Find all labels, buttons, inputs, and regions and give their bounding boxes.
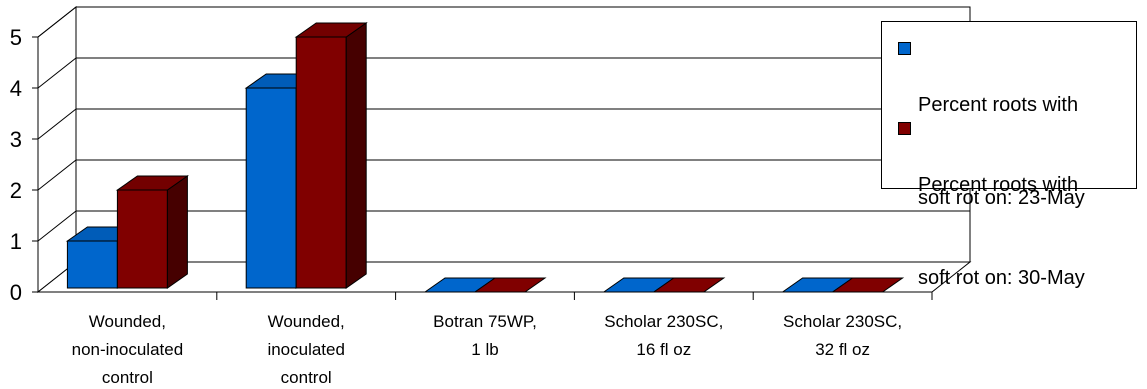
gridline (37, 108, 970, 140)
y-tick-label: 3 (10, 127, 22, 152)
bar-series-23-may-front (245, 87, 297, 289)
x-tick-label: Scholar 230SC, 16 fl oz (604, 312, 723, 359)
x-tick-label: Wounded, inoculated control (267, 312, 345, 387)
x-tick-label: Botran 75WP, 1 lb (433, 312, 537, 359)
legend-label-30-may-line1: Percent roots with (918, 174, 1079, 196)
bar-series-30-may-front (116, 189, 168, 289)
gridline (37, 159, 970, 191)
y-tick-label: 0 (10, 280, 22, 305)
x-tick-label: Scholar 230SC, 32 fl oz (783, 312, 902, 359)
bar-series-30-may-top (473, 277, 547, 293)
bar-series-30-may-side (166, 175, 188, 289)
bar-series-30-may-top (115, 175, 189, 191)
y-tick-label: 2 (10, 178, 22, 203)
bar-series-30-may-top (831, 277, 905, 293)
bar-series-30-may-side (345, 22, 367, 289)
bar-series-30-may-top (294, 22, 368, 38)
gridline (37, 6, 970, 38)
legend-label-30-may: Percent roots with soft rot on: 30-May (918, 108, 1085, 356)
legend-label-23-may: Percent roots with soft rot on: 23-May (918, 28, 1085, 276)
gridline (37, 210, 970, 242)
y-tick-label: 5 (10, 25, 22, 50)
legend-label-23-may-line2: soft rot on: 23-May (918, 187, 1085, 209)
bar-series-30-may-top (652, 277, 726, 293)
legend-label-23-may-line1: Percent roots with (918, 94, 1079, 116)
x-tick-label: Wounded, non-inoculated control (72, 312, 184, 387)
legend-swatch-23-may (898, 42, 911, 55)
back-wall (75, 6, 971, 263)
gridline (37, 57, 970, 89)
y-tick-label: 1 (10, 229, 22, 254)
legend-swatch-30-may (898, 122, 911, 135)
bar-series-23-may-front (66, 240, 118, 289)
y-tick-label: 4 (10, 76, 22, 101)
bar-series-30-may-front (295, 36, 347, 289)
chart-legend: Percent roots with soft rot on: 23-May P… (881, 21, 1137, 289)
legend-label-30-may-line2: soft rot on: 30-May (918, 267, 1085, 289)
